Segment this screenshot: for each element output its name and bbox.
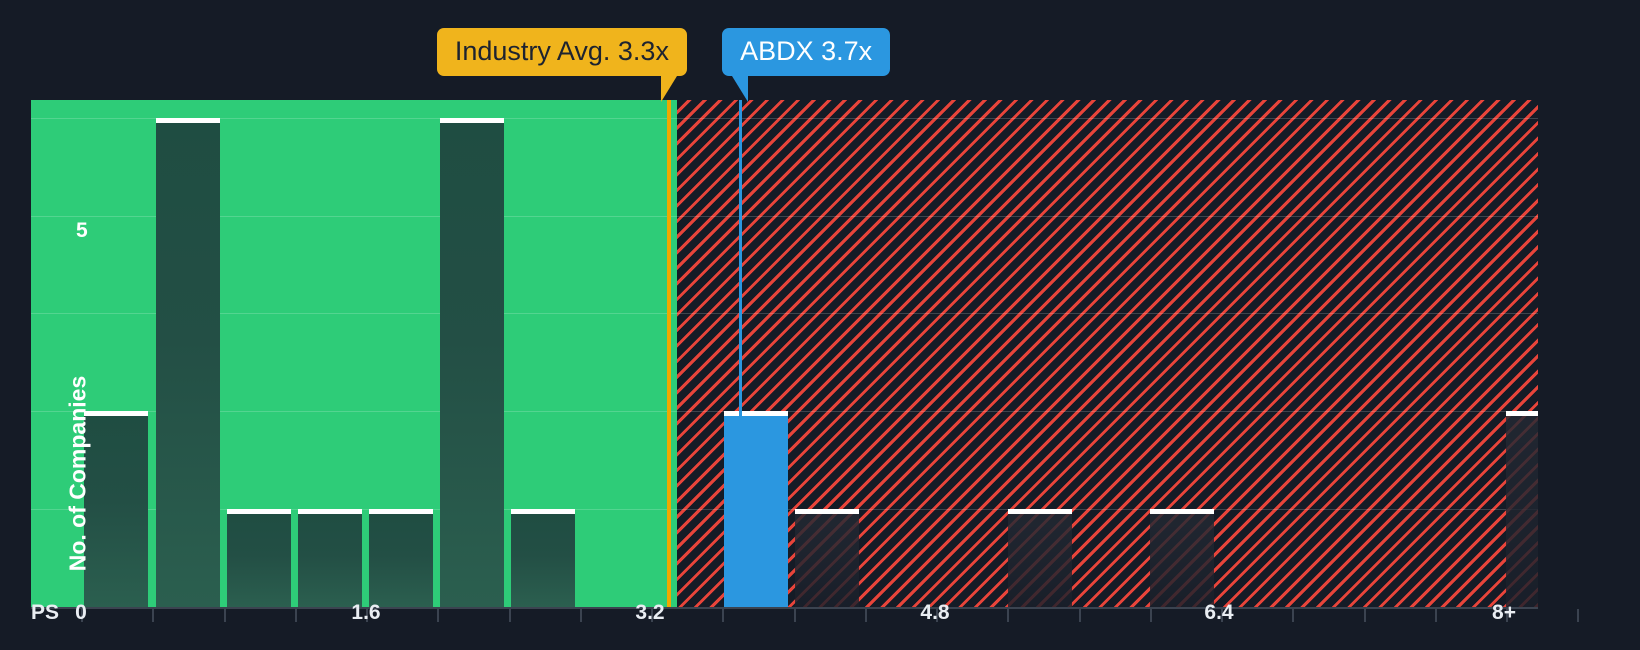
- x-axis-tick: [81, 609, 83, 622]
- histogram-bar[interactable]: [1008, 509, 1072, 607]
- x-axis-tick: [1292, 609, 1295, 622]
- x-axis-tick: [864, 609, 867, 622]
- zone-overvalued: [677, 100, 1538, 607]
- x-axis-line: [31, 607, 1538, 609]
- x-axis-tick: [1007, 609, 1010, 622]
- histogram-bar[interactable]: [724, 411, 788, 607]
- bar-cap: [156, 118, 220, 123]
- x-axis-tick: [152, 609, 155, 622]
- bar-cap: [84, 411, 148, 417]
- y-axis-title: No. of Companies: [64, 375, 91, 572]
- histogram-bar[interactable]: [440, 118, 504, 607]
- x-axis-tick: [1149, 609, 1152, 622]
- bar-cap: [511, 509, 575, 515]
- x-axis-tick: [651, 609, 653, 622]
- x-axis-tick: [1506, 609, 1508, 622]
- bar-body: [440, 123, 504, 607]
- company-callout[interactable]: ABDX 3.7x: [722, 28, 891, 102]
- histogram-bar[interactable]: [227, 509, 291, 607]
- gridline-4: [31, 216, 1538, 217]
- bar-cap: [227, 509, 291, 515]
- bar-body: [369, 514, 433, 607]
- callout-tail-icon: [660, 76, 677, 102]
- x-axis-tick: [294, 609, 297, 622]
- histogram-bar[interactable]: [369, 509, 433, 607]
- x-axis-tick: [1363, 609, 1366, 622]
- industry-average-line: [666, 100, 671, 607]
- y-axis-top-tick-label: 5: [76, 219, 88, 242]
- x-axis-tick: [437, 609, 440, 622]
- bar-cap: [298, 509, 362, 515]
- bar-body: [156, 123, 220, 607]
- gridline-3: [31, 313, 1538, 314]
- histogram-bar[interactable]: [795, 509, 859, 607]
- x-axis-tick: [579, 609, 582, 622]
- callout-tail-icon: [732, 76, 749, 102]
- x-axis-tick: [1577, 609, 1580, 622]
- histogram-bar[interactable]: [1150, 509, 1214, 607]
- bar-cap: [1008, 509, 1072, 515]
- bar-cap: [795, 509, 859, 515]
- bar-body: [298, 514, 362, 607]
- x-axis-tick: [793, 609, 796, 622]
- histogram-bar[interactable]: [84, 411, 148, 607]
- x-axis-tick: [1078, 609, 1081, 622]
- x-axis-tick-label: 1.6: [351, 601, 381, 624]
- x-axis-tick-label: 8+: [1492, 601, 1516, 624]
- bar-body: [795, 514, 859, 607]
- x-axis-tick-label: 0: [75, 601, 87, 624]
- x-axis-tick: [1434, 609, 1437, 622]
- bar-cap: [1506, 411, 1538, 417]
- bar-body: [227, 514, 291, 607]
- gridline-5: [31, 118, 1538, 119]
- company-label: ABDX 3.7x: [740, 36, 873, 66]
- histogram-bar[interactable]: [298, 509, 362, 607]
- bar-cap: [1150, 509, 1214, 515]
- bar-body: [84, 416, 148, 607]
- industry-average-label: Industry Avg. 3.3x: [454, 36, 669, 66]
- x-axis-tick-label: 6.4: [1204, 601, 1234, 624]
- x-axis-tick: [1221, 609, 1223, 622]
- industry-average-callout[interactable]: Industry Avg. 3.3x: [436, 28, 687, 102]
- x-axis-tick: [722, 609, 725, 622]
- bar-body: [1506, 416, 1538, 607]
- x-axis-tick: [936, 609, 938, 622]
- x-axis-tick-label: 4.8: [920, 601, 950, 624]
- bar-body: [511, 514, 575, 607]
- histogram-bar[interactable]: [156, 118, 220, 607]
- company-value-line: [739, 100, 743, 607]
- x-axis-tick-label: 3.2: [635, 601, 665, 624]
- bar-cap: [724, 411, 788, 417]
- bar-body: [724, 416, 788, 607]
- bar-cap: [440, 118, 504, 123]
- bar-body: [1150, 514, 1214, 607]
- bar-body: [1008, 514, 1072, 607]
- x-axis-tick: [366, 609, 368, 622]
- bar-cap: [369, 509, 433, 515]
- x-axis-tick: [508, 609, 511, 622]
- histogram-bar[interactable]: [1506, 411, 1538, 607]
- plot-area: No. of Companies 5: [31, 100, 1538, 607]
- x-axis-tick: [223, 609, 226, 622]
- histogram-bar[interactable]: [511, 509, 575, 607]
- x-axis-prefix-label: PS: [31, 601, 60, 624]
